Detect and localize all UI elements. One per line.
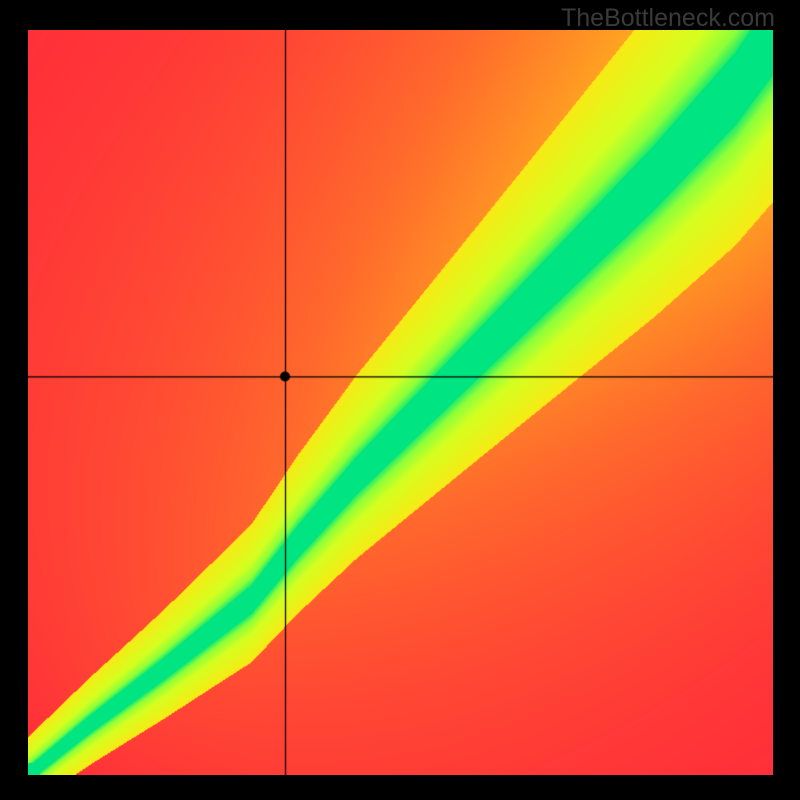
heatmap-canvas <box>28 30 773 775</box>
heatmap-plot <box>28 30 773 775</box>
watermark-text: TheBottleneck.com <box>561 4 775 33</box>
chart-container: TheBottleneck.com <box>0 0 800 800</box>
